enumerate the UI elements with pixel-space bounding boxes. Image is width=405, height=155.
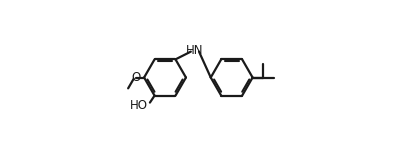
Text: O: O [131,71,140,84]
Text: HN: HN [185,44,203,57]
Text: HO: HO [129,99,147,112]
